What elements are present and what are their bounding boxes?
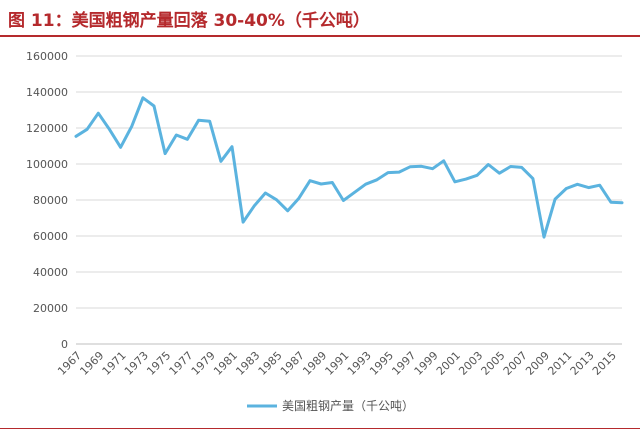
x-tick-label: 1993: [345, 349, 374, 378]
legend: 美国粗钢产量（千公吨）: [247, 399, 414, 413]
data-point: [186, 138, 189, 141]
data-point: [308, 179, 312, 182]
x-tick-label: 1997: [389, 349, 418, 378]
figure-title-bar: 图 11：美国粗钢产量回落 30-40%（千公吨）: [0, 0, 640, 37]
data-point: [219, 160, 223, 163]
x-tick-label: 1991: [323, 349, 352, 378]
y-tick-label: 60000: [33, 230, 68, 243]
data-point: [576, 183, 579, 186]
x-tick-label: 1987: [278, 349, 307, 378]
data-point: [85, 128, 89, 131]
x-tick-label: 2003: [456, 349, 485, 378]
x-tick-label: 2015: [590, 349, 619, 378]
figure-title: 图 11：美国粗钢产量回落 30-40%（千公吨）: [8, 11, 370, 31]
data-point: [253, 204, 256, 207]
data-point: [620, 201, 624, 204]
data-point: [163, 152, 167, 155]
x-tick-label: 1973: [122, 349, 151, 378]
data-point: [353, 191, 356, 194]
x-tick-label: 2005: [479, 349, 508, 378]
x-tick-label: 1977: [167, 349, 196, 378]
data-point: [119, 146, 122, 149]
y-tick-label: 140000: [26, 86, 68, 99]
data-point: [208, 120, 211, 123]
data-point: [275, 198, 278, 202]
y-axis-ticks: 0 20000 40000 60000 80000 100000 120000 140000 1…: [26, 50, 68, 351]
data-point: [487, 163, 490, 166]
data-point: [264, 191, 267, 195]
bottom-divider: [0, 428, 640, 429]
x-tick-label: 1983: [233, 349, 262, 378]
data-point: [531, 177, 535, 180]
data-point: [553, 197, 557, 201]
x-tick-label: 1979: [189, 349, 218, 378]
x-tick-label: 2007: [501, 349, 530, 378]
data-point: [197, 119, 200, 122]
x-tick-label: 1995: [367, 349, 396, 378]
data-point: [108, 128, 111, 131]
data-point: [420, 165, 423, 168]
data-point: [598, 184, 601, 187]
x-tick-label: 1975: [144, 349, 173, 378]
data-point: [464, 177, 468, 181]
data-point: [442, 159, 445, 162]
data-point: [130, 125, 133, 128]
y-tick-label: 100000: [26, 158, 68, 171]
data-point: [152, 104, 156, 108]
data-point: [498, 171, 501, 175]
data-point: [297, 197, 301, 200]
x-tick-label: 1985: [256, 349, 285, 378]
data-point: [386, 171, 390, 174]
title-divider: [0, 35, 640, 37]
data-point: [230, 145, 234, 148]
x-tick-label: 1999: [412, 349, 441, 378]
data-point: [319, 182, 323, 186]
x-tick-label: 1969: [77, 349, 106, 378]
data-point: [409, 165, 412, 168]
legend-label: 美国粗钢产量（千公吨）: [282, 399, 414, 413]
data-point: [375, 178, 379, 182]
data-point: [397, 170, 401, 174]
y-tick-label: 80000: [33, 194, 68, 207]
data-point: [542, 235, 546, 239]
data-point: [175, 133, 178, 137]
x-tick-label: 2001: [434, 349, 463, 378]
x-tick-label: 1971: [100, 349, 129, 378]
x-tick-label: 1989: [300, 349, 329, 378]
series-group: [74, 96, 624, 239]
data-point: [331, 181, 334, 184]
x-axis-ticks: 1967196919711973197519771979198119831985…: [55, 349, 619, 378]
series-line: [74, 96, 624, 239]
data-point: [364, 182, 367, 186]
x-tick-label: 1967: [55, 349, 84, 378]
data-point: [453, 180, 457, 184]
x-tick-label: 1981: [211, 349, 240, 378]
data-point: [609, 200, 613, 204]
y-tick-label: 160000: [26, 50, 68, 63]
y-tick-label: 0: [61, 338, 68, 351]
x-tick-label: 2009: [523, 349, 552, 378]
data-point: [241, 220, 245, 224]
data-point: [475, 174, 479, 177]
data-point: [74, 135, 78, 138]
data-point: [97, 112, 100, 115]
data-point: [509, 165, 512, 168]
x-tick-label: 2011: [545, 349, 574, 378]
y-tick-label: 40000: [33, 266, 68, 279]
y-tick-label: 20000: [33, 302, 68, 315]
data-point: [342, 199, 345, 202]
data-point: [431, 167, 434, 170]
gridlines: [76, 55, 622, 345]
data-point: [520, 166, 523, 169]
x-tick-label: 2013: [568, 349, 597, 378]
data-point: [286, 209, 289, 212]
data-point: [141, 96, 145, 99]
data-point: [565, 187, 568, 190]
y-tick-label: 120000: [26, 122, 68, 135]
data-point: [587, 186, 590, 189]
